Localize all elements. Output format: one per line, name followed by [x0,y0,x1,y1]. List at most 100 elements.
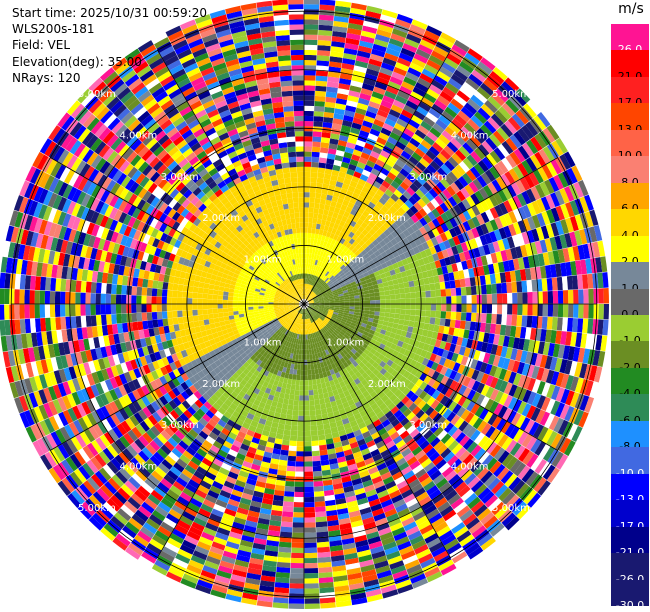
velocity-gate [342,156,351,164]
velocity-gate [315,521,328,528]
velocity-gate [399,194,409,204]
velocity-gate [344,229,351,236]
velocity-gate [444,280,451,289]
velocity-gate [413,53,429,64]
velocity-gate [403,281,410,288]
velocity-gate [334,218,342,225]
velocity-gate [309,405,316,411]
velocity-gate [386,113,399,123]
velocity-gate [344,146,355,155]
velocity-gate [375,274,382,281]
velocity-gate [389,294,396,300]
velocity-gate [336,236,343,243]
velocity-gate [333,294,339,298]
velocity-gate [319,147,329,154]
velocity-gate [379,224,387,233]
velocity-gate [600,335,608,352]
velocity-gate [317,556,332,563]
velocity-gate [584,211,594,228]
velocity-gate [313,238,318,245]
velocity-gate [385,260,393,267]
velocity-gate [489,273,497,285]
velocity-gate [311,274,315,281]
velocity-gate [291,552,304,559]
velocity-gate [444,160,455,172]
velocity-gate [480,172,492,185]
velocity-gate [323,296,329,299]
velocity-gate [313,394,320,401]
velocity-gate [508,168,520,182]
velocity-gate [321,282,327,287]
velocity-gate [510,247,518,260]
velocity-gate [333,20,349,28]
velocity-gate [539,181,550,197]
velocity-gate [330,51,344,58]
velocity-gate [306,289,308,295]
velocity-gate [423,223,432,233]
velocity-gate [349,296,355,300]
velocity-gate [375,243,383,251]
velocity-gate [326,194,333,201]
velocity-gate [534,240,543,254]
velocity-gate [576,274,584,290]
velocity-gate [342,240,349,247]
velocity-gate [580,259,588,275]
velocity-gate [324,101,336,109]
velocity-gate [470,94,484,108]
velocity-gate [538,148,551,164]
velocity-gate [414,211,424,221]
velocity-gate [304,557,318,564]
velocity-gate [347,137,358,145]
velocity-gate [368,100,381,110]
velocity-gate [470,193,480,205]
velocity-gate [349,308,355,312]
velocity-gate [313,485,324,492]
velocity-gate [294,389,300,396]
velocity-gate [390,222,399,231]
velocity-gate [304,202,310,208]
velocity-gate [502,238,511,250]
velocity-gate [309,304,315,306]
velocity-gate [571,275,579,290]
velocity-gate [378,217,387,225]
velocity-gate [304,598,320,604]
velocity-gate [307,284,311,290]
velocity-gate [505,137,518,152]
velocity-gate [375,304,381,308]
velocity-gate [464,321,471,330]
velocity-gate [448,272,455,281]
velocity-gate [526,280,533,292]
velocity-gate [314,100,325,107]
velocity-gate [389,205,398,214]
velocity-gate [390,104,403,114]
velocity-gate [309,279,312,285]
velocity-gate [603,304,609,320]
velocity-gate [379,273,387,279]
velocity-gate [388,284,395,291]
velocity-gate [433,156,444,168]
velocity-gate [494,217,504,230]
velocity-gate [369,272,376,279]
velocity-gate [323,307,330,310]
velocity-gate [445,311,452,320]
velocity-gate [305,294,308,300]
velocity-gate [334,10,350,18]
velocity-gate [309,274,312,280]
velocity-gate [278,459,288,466]
velocity-gate [386,217,395,226]
velocity-gate [304,415,311,421]
velocity-gate [365,256,373,263]
velocity-gate [480,223,489,235]
velocity-gate [317,249,322,256]
velocity-gate [497,189,508,203]
velocity-gate [521,231,530,245]
velocity-gate [315,282,319,288]
velocity-gate [339,166,348,174]
velocity-gate [477,160,489,173]
velocity-gate [484,169,496,182]
velocity-gate [324,305,330,307]
velocity-gate [370,168,381,177]
velocity-gate [483,264,490,276]
velocity-gate [526,230,535,244]
velocity-gate [304,237,308,244]
